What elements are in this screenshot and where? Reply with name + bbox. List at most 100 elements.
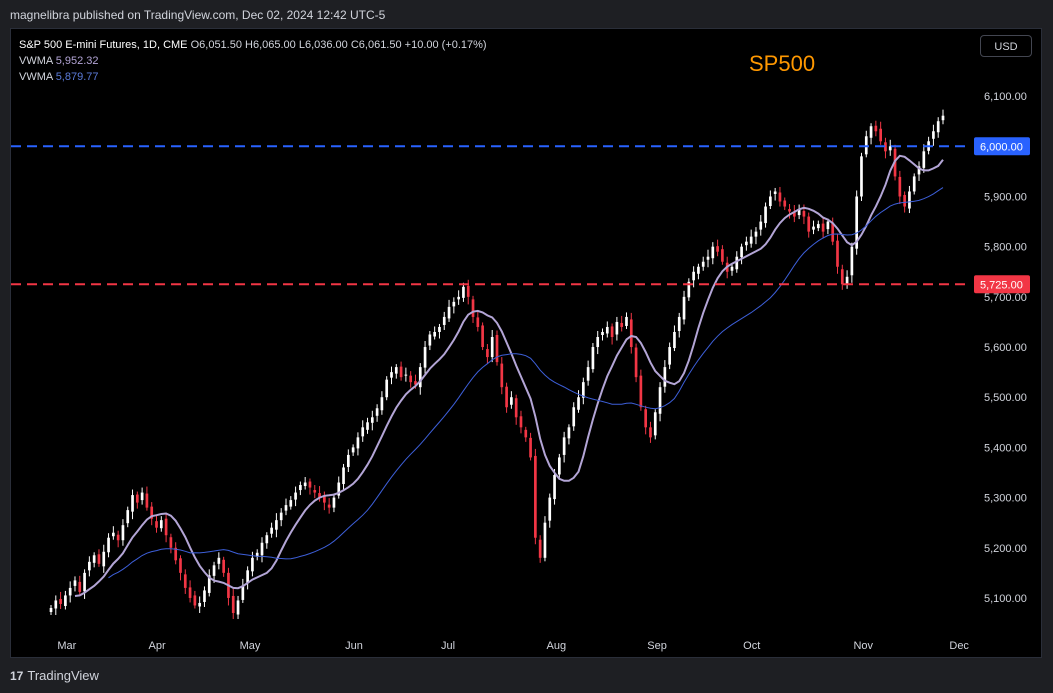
y-tick-label: 5,600.00 <box>984 342 1027 354</box>
candle-body <box>826 221 830 230</box>
candle-body <box>323 496 326 503</box>
candle-body <box>308 481 312 488</box>
candle-body <box>88 561 91 571</box>
candle-body <box>668 347 671 365</box>
y-tick-label: 6,100.00 <box>984 91 1027 103</box>
vwma-slow-label[interactable]: VWMA <box>19 71 53 83</box>
candle-body <box>73 580 77 586</box>
chart-frame[interactable]: 6,000.00 5,725.00 5,100.00 5,200.00 5,300.00… <box>10 28 1042 658</box>
candle-body <box>629 319 633 348</box>
candle-body <box>510 397 513 405</box>
candle-body <box>447 306 451 319</box>
candle-body <box>864 136 868 155</box>
candle-body <box>534 455 537 538</box>
candle-body <box>903 194 906 207</box>
currency-button[interactable]: USD <box>980 35 1032 57</box>
candle-body <box>596 337 600 348</box>
candle-body <box>442 316 446 325</box>
candle-body <box>452 301 456 307</box>
candle-body <box>778 192 782 202</box>
candle-body <box>260 542 264 556</box>
price-chart[interactable]: 6,000.00 5,725.00 5,100.00 5,200.00 5,300.00… <box>11 29 1042 658</box>
candle-body <box>68 587 72 596</box>
candle-body <box>677 316 681 331</box>
candle-body <box>860 156 863 197</box>
candle-body <box>749 236 753 244</box>
candle-body <box>941 115 945 121</box>
candle-body <box>423 347 427 368</box>
candle-body <box>438 326 441 332</box>
candle-body <box>917 166 921 175</box>
candle-body <box>572 407 576 427</box>
candle-body <box>414 381 417 385</box>
tradingview-mark-icon: 17 <box>10 669 24 683</box>
candle-body <box>692 271 695 281</box>
support-level-label: 5,725.00 <box>980 279 1023 291</box>
candle-body <box>241 585 245 600</box>
candle-body <box>385 379 389 398</box>
candle-body <box>140 492 144 501</box>
candle-body <box>346 454 350 467</box>
symbol-label[interactable]: S&P 500 E-mini Futures, 1D, CME <box>19 39 188 51</box>
candle-body <box>457 296 460 300</box>
candle-body <box>462 286 465 298</box>
candle-body <box>649 427 652 438</box>
candle-body <box>936 121 940 133</box>
x-tick-label: Jul <box>441 640 455 652</box>
candle-body <box>83 572 86 592</box>
candle-body <box>409 375 413 383</box>
candle-body <box>59 598 62 604</box>
vwma-slow-line <box>108 187 944 579</box>
publisher-line: magnelibra published on TradingView.com,… <box>10 8 386 22</box>
candle-body <box>577 397 580 410</box>
candle-body <box>639 375 643 408</box>
candle-body <box>932 131 935 139</box>
candle-body <box>112 532 115 537</box>
y-tick-label: 5,400.00 <box>984 442 1027 454</box>
candle-body <box>299 485 302 491</box>
candle-body <box>812 226 815 230</box>
candle-body <box>567 427 571 439</box>
candle-body <box>697 266 700 274</box>
candle-body <box>265 535 269 544</box>
candle-body <box>548 497 552 521</box>
x-tick-label: Oct <box>743 640 760 652</box>
x-tick-label: Mar <box>57 640 76 652</box>
candle-body <box>716 246 719 252</box>
candle-body <box>759 221 763 230</box>
candle-body <box>562 437 566 455</box>
chart-annotation-title: SP500 <box>749 51 816 76</box>
candle-body <box>236 600 240 615</box>
candle-body <box>193 595 197 606</box>
support-level-tag <box>974 275 1030 294</box>
candle-body <box>898 176 902 197</box>
candle-body <box>476 317 480 327</box>
candle-body <box>78 581 82 592</box>
candle-body <box>284 505 288 511</box>
vwma-fast-label[interactable]: VWMA <box>19 55 53 67</box>
x-tick-label: Jun <box>345 640 363 652</box>
candle-body <box>174 547 178 561</box>
candle-body <box>361 427 365 437</box>
candle-body <box>553 475 556 500</box>
candle-body <box>270 527 273 534</box>
candle-body <box>802 211 806 217</box>
candle-body <box>845 276 849 285</box>
x-tick-label: Aug <box>547 640 567 652</box>
candle-body <box>581 382 585 398</box>
candle-body <box>783 200 787 207</box>
candle-body <box>543 522 547 558</box>
candle-body <box>586 367 590 381</box>
candle-body <box>706 256 710 260</box>
candle-body <box>135 494 139 503</box>
candle-body <box>356 437 360 449</box>
candle-body <box>884 142 887 152</box>
candle-body <box>500 363 504 388</box>
candle-body <box>615 321 619 335</box>
candle-body <box>313 490 317 493</box>
tradingview-logo[interactable]: 17 TradingView <box>10 668 99 683</box>
candle-body <box>610 326 614 337</box>
candle-body <box>394 367 398 374</box>
y-tick-label: 5,200.00 <box>984 543 1027 555</box>
candle-body <box>97 554 101 564</box>
